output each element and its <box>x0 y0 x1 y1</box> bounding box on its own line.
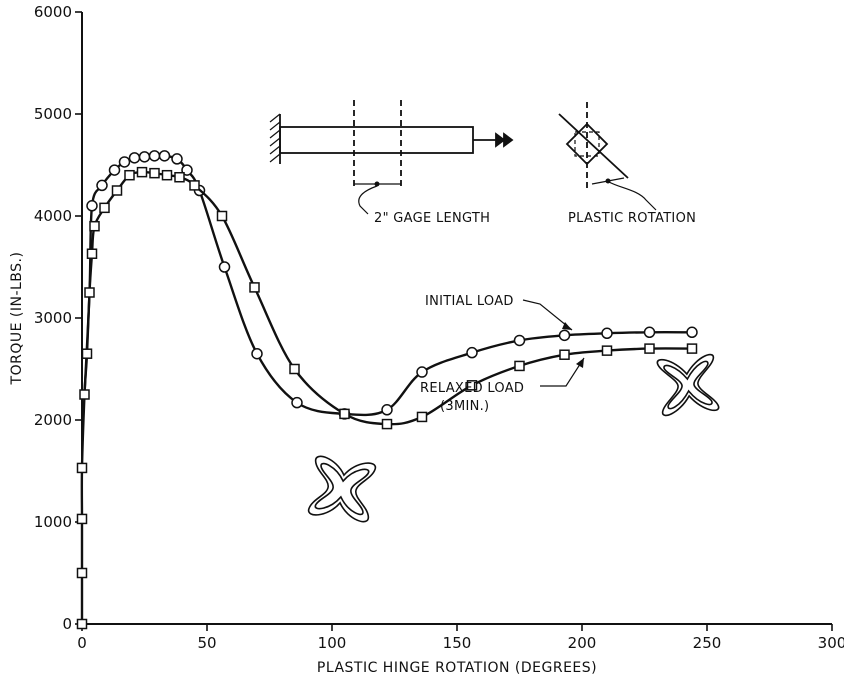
gage-leader <box>358 185 378 215</box>
y-tick-label: 4000 <box>34 207 72 225</box>
data-point-initial-load <box>158 150 171 162</box>
y-axis-title: TORQUE (IN-LBS.) <box>9 252 25 386</box>
y-tick-label: 6000 <box>34 3 72 21</box>
data-point-relaxed-load <box>76 567 88 579</box>
data-point-initial-load <box>148 150 161 162</box>
data-point-relaxed-load <box>81 348 93 359</box>
data-point-initial-load <box>686 326 698 339</box>
data-point-relaxed-load <box>89 220 100 232</box>
data-point-initial-load <box>416 366 428 378</box>
data-point-relaxed-load <box>381 418 393 430</box>
rotation-diagonal <box>558 113 629 179</box>
initial-load-arrow-icon <box>562 322 572 330</box>
initial-load-leader <box>522 299 573 331</box>
data-point-relaxed-load <box>124 169 135 181</box>
cross-section-sketch-end <box>656 353 720 417</box>
gage-length-label: 2" GAGE LENGTH <box>374 211 490 226</box>
data-point-initial-load <box>108 164 121 176</box>
data-point-relaxed-load <box>339 408 350 420</box>
gage-dot <box>374 181 380 187</box>
data-point-initial-load <box>381 404 393 416</box>
x-tick-label: 250 <box>693 634 722 652</box>
x-axis-title: PLASTIC HINGE ROTATION (DEGREES) <box>317 660 597 676</box>
x-tick-label: 150 <box>443 634 472 652</box>
relaxed-load-label: RELAXED LOAD <box>420 381 524 396</box>
torque-arrow-icon <box>495 132 514 148</box>
relaxed-load-leader <box>540 357 585 387</box>
data-point-relaxed-load <box>76 513 88 525</box>
data-point-relaxed-load <box>644 343 655 354</box>
y-tick-label: 0 <box>62 615 72 633</box>
data-point-relaxed-load <box>601 345 613 356</box>
data-point-initial-load <box>601 327 613 340</box>
data-point-initial-load <box>128 152 141 164</box>
data-point-relaxed-load <box>149 167 160 179</box>
data-point-initial-load <box>171 153 183 165</box>
x-tick-label: 300 <box>818 634 844 652</box>
rotation-diagram <box>558 102 657 211</box>
data-point-initial-load <box>643 326 656 339</box>
y-tick-label: 3000 <box>34 309 72 327</box>
data-point-initial-load <box>466 346 478 359</box>
rotated-section <box>565 122 609 166</box>
relaxed-load-sub-label: (3MIN.) <box>440 399 489 414</box>
axes <box>81 12 832 625</box>
cantilever-diagram <box>269 100 514 215</box>
data-point-initial-load <box>86 200 98 212</box>
data-point-relaxed-load <box>136 166 148 178</box>
data-point-relaxed-load <box>84 287 95 298</box>
ticks: 0 50 100 150 200 250 3000100020003000400050006… <box>34 3 844 652</box>
data-point-relaxed-load <box>289 363 300 375</box>
data-point-relaxed-load <box>686 343 698 354</box>
data-point-relaxed-load <box>559 349 570 360</box>
data-point-initial-load <box>138 151 151 163</box>
beam <box>279 126 474 154</box>
reference-section <box>574 131 600 157</box>
series-layer <box>76 150 698 630</box>
wall-hatching <box>269 113 281 163</box>
data-point-relaxed-load <box>99 202 110 214</box>
x-tick-label: 200 <box>568 634 597 652</box>
data-point-initial-load <box>513 334 526 347</box>
data-point-relaxed-load <box>514 360 525 372</box>
data-point-relaxed-load <box>79 389 90 400</box>
x-tick-label: 0 <box>77 634 87 652</box>
data-point-relaxed-load <box>174 171 185 183</box>
data-point-initial-load <box>291 396 303 409</box>
series-line-relaxed-load <box>80 170 693 624</box>
series-line-initial-load <box>83 154 693 417</box>
y-tick-label: 2000 <box>34 411 72 429</box>
data-point-relaxed-load <box>76 462 88 474</box>
data-point-relaxed-load <box>161 169 173 181</box>
initial-load-label: INITIAL LOAD <box>425 294 514 309</box>
cross-section-sketch-mid <box>308 455 376 523</box>
data-point-relaxed-load <box>216 210 228 222</box>
data-point-relaxed-load <box>189 180 200 191</box>
x-tick-label: 100 <box>318 634 347 652</box>
y-tick-label: 5000 <box>34 105 72 123</box>
data-point-initial-load <box>558 329 571 342</box>
data-point-initial-load <box>96 179 108 192</box>
plastic-rotation-label: PLASTIC ROTATION <box>568 211 696 226</box>
data-point-initial-load <box>118 156 131 168</box>
data-point-relaxed-load <box>249 282 260 293</box>
data-point-relaxed-load <box>86 248 98 259</box>
data-point-relaxed-load <box>111 185 123 196</box>
data-point-relaxed-load <box>466 380 478 391</box>
x-tick-label: 50 <box>197 634 216 652</box>
data-point-initial-load <box>251 347 263 360</box>
data-point-initial-load <box>218 261 231 273</box>
rotation-leader <box>608 181 657 211</box>
relaxed-load-arrow-icon <box>576 358 584 368</box>
data-point-relaxed-load <box>76 618 88 630</box>
data-point-relaxed-load <box>416 411 428 423</box>
y-tick-label: 1000 <box>34 513 72 531</box>
